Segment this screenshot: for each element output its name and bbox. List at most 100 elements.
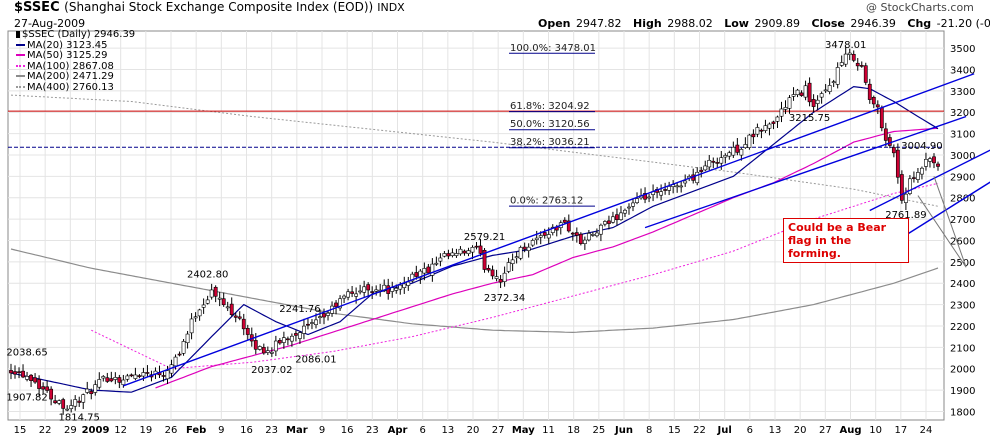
candle-body [735, 144, 740, 153]
candle-body [334, 302, 338, 308]
x-tick-label: 15 [668, 425, 681, 436]
x-tick-label: 26 [165, 425, 178, 436]
candle-body [615, 214, 619, 221]
source-credit: @ StockCharts.com [866, 1, 974, 14]
candle-body [410, 273, 415, 282]
legend-label: MA(400) 2760.13 [27, 81, 114, 93]
legend-label: $SSEC (Daily) 2946.39 [22, 29, 136, 40]
candle-body [767, 123, 772, 129]
candle-body [831, 81, 836, 83]
candle-body [699, 169, 704, 172]
candle-body [105, 377, 110, 382]
candle-body [498, 278, 503, 283]
x-tick-label: 29 [64, 425, 77, 436]
candle-body [739, 149, 744, 156]
candle-body [13, 371, 17, 375]
candle-body [141, 372, 146, 377]
candle-body [49, 388, 54, 400]
candle-body [370, 291, 375, 293]
candle-body [763, 125, 768, 131]
legend-item-price: $SSEC (Daily) 2946.39 [16, 29, 136, 41]
candle-body [566, 220, 571, 232]
price-label: 2086.01 [295, 354, 336, 365]
candle-body [302, 325, 306, 334]
x-tick-label: 6 [419, 425, 425, 436]
legend-item-ma20: MA(20) 3123.45 [16, 40, 135, 52]
candle-body [647, 196, 651, 199]
candle-body [679, 185, 684, 188]
candle-body [165, 370, 170, 380]
candle-body [827, 85, 832, 92]
candle-body [478, 245, 483, 254]
legend-swatch [16, 85, 25, 88]
legend-item-ma400: MA(400) 2760.13 [16, 81, 135, 94]
candle-body [586, 233, 591, 241]
candle-body [402, 283, 407, 288]
candle-body [920, 167, 924, 175]
candle-body [538, 235, 543, 238]
price-label: 2037.02 [251, 365, 292, 376]
candle-body [799, 92, 804, 96]
candle-body [486, 268, 491, 271]
candle-body [382, 284, 387, 292]
change-label: Chg [907, 17, 932, 30]
candle-body [908, 178, 912, 194]
y-tick-label: 2200 [950, 322, 975, 333]
candle-body [185, 333, 190, 344]
candle-body [570, 232, 575, 235]
candle-body [643, 193, 647, 200]
candle-body [823, 89, 828, 92]
price-label: 2241.76 [279, 304, 320, 315]
x-tick-label: May [512, 425, 535, 436]
candle-body [578, 233, 583, 245]
close-value: 2946.39 [850, 17, 896, 30]
candle-body [125, 375, 130, 380]
candle-body [9, 370, 13, 374]
legend-swatch [16, 75, 25, 78]
candle-body [719, 157, 724, 164]
chart-legend: $SSEC (Daily) 2946.39 MA(20) 3123.45 MA(… [16, 29, 136, 94]
candle-body [298, 332, 302, 339]
candle-body [73, 399, 78, 407]
candle-body [261, 347, 266, 354]
candle-body [133, 374, 138, 379]
candle-body [611, 216, 615, 223]
candle-body [675, 185, 680, 188]
candle-body [506, 262, 511, 272]
x-tick-label: Jul [717, 425, 732, 436]
candle-body [310, 322, 314, 324]
trend-line [893, 181, 990, 244]
candle-body [731, 146, 736, 156]
x-tick-label: 24 [920, 425, 933, 436]
y-tick-label: 3200 [950, 108, 975, 119]
candle-body [743, 144, 748, 148]
x-tick-label: 10 [869, 425, 882, 436]
candle-body [434, 262, 439, 265]
chart-title: $SSEC (Shanghai Stock Exchange Composite… [14, 0, 405, 15]
candle-body [426, 266, 431, 274]
candle-body [727, 152, 732, 157]
low-label: Low [724, 17, 749, 30]
candle-body [65, 408, 70, 411]
candle-body [398, 284, 403, 290]
x-tick-label: 9 [319, 425, 325, 436]
y-tick-label: 3000 [950, 151, 975, 162]
candle-body [879, 107, 884, 129]
candle-body [659, 191, 664, 196]
candle-body [847, 52, 852, 55]
candle-body [322, 313, 326, 318]
candle-body [550, 226, 555, 233]
candle-body [855, 62, 860, 67]
y-tick-label: 1800 [950, 407, 975, 418]
candle-body [916, 172, 920, 180]
candle-body [562, 219, 567, 223]
price-label: 1907.82 [6, 392, 47, 403]
candle-body [374, 289, 379, 292]
candle-body [619, 212, 623, 220]
candle-body [109, 378, 114, 382]
y-tick-label: 2000 [950, 365, 975, 376]
candle-body [213, 286, 218, 297]
candle-body [582, 239, 587, 244]
x-tick-label: 20 [467, 425, 480, 436]
candle-body [542, 232, 547, 236]
